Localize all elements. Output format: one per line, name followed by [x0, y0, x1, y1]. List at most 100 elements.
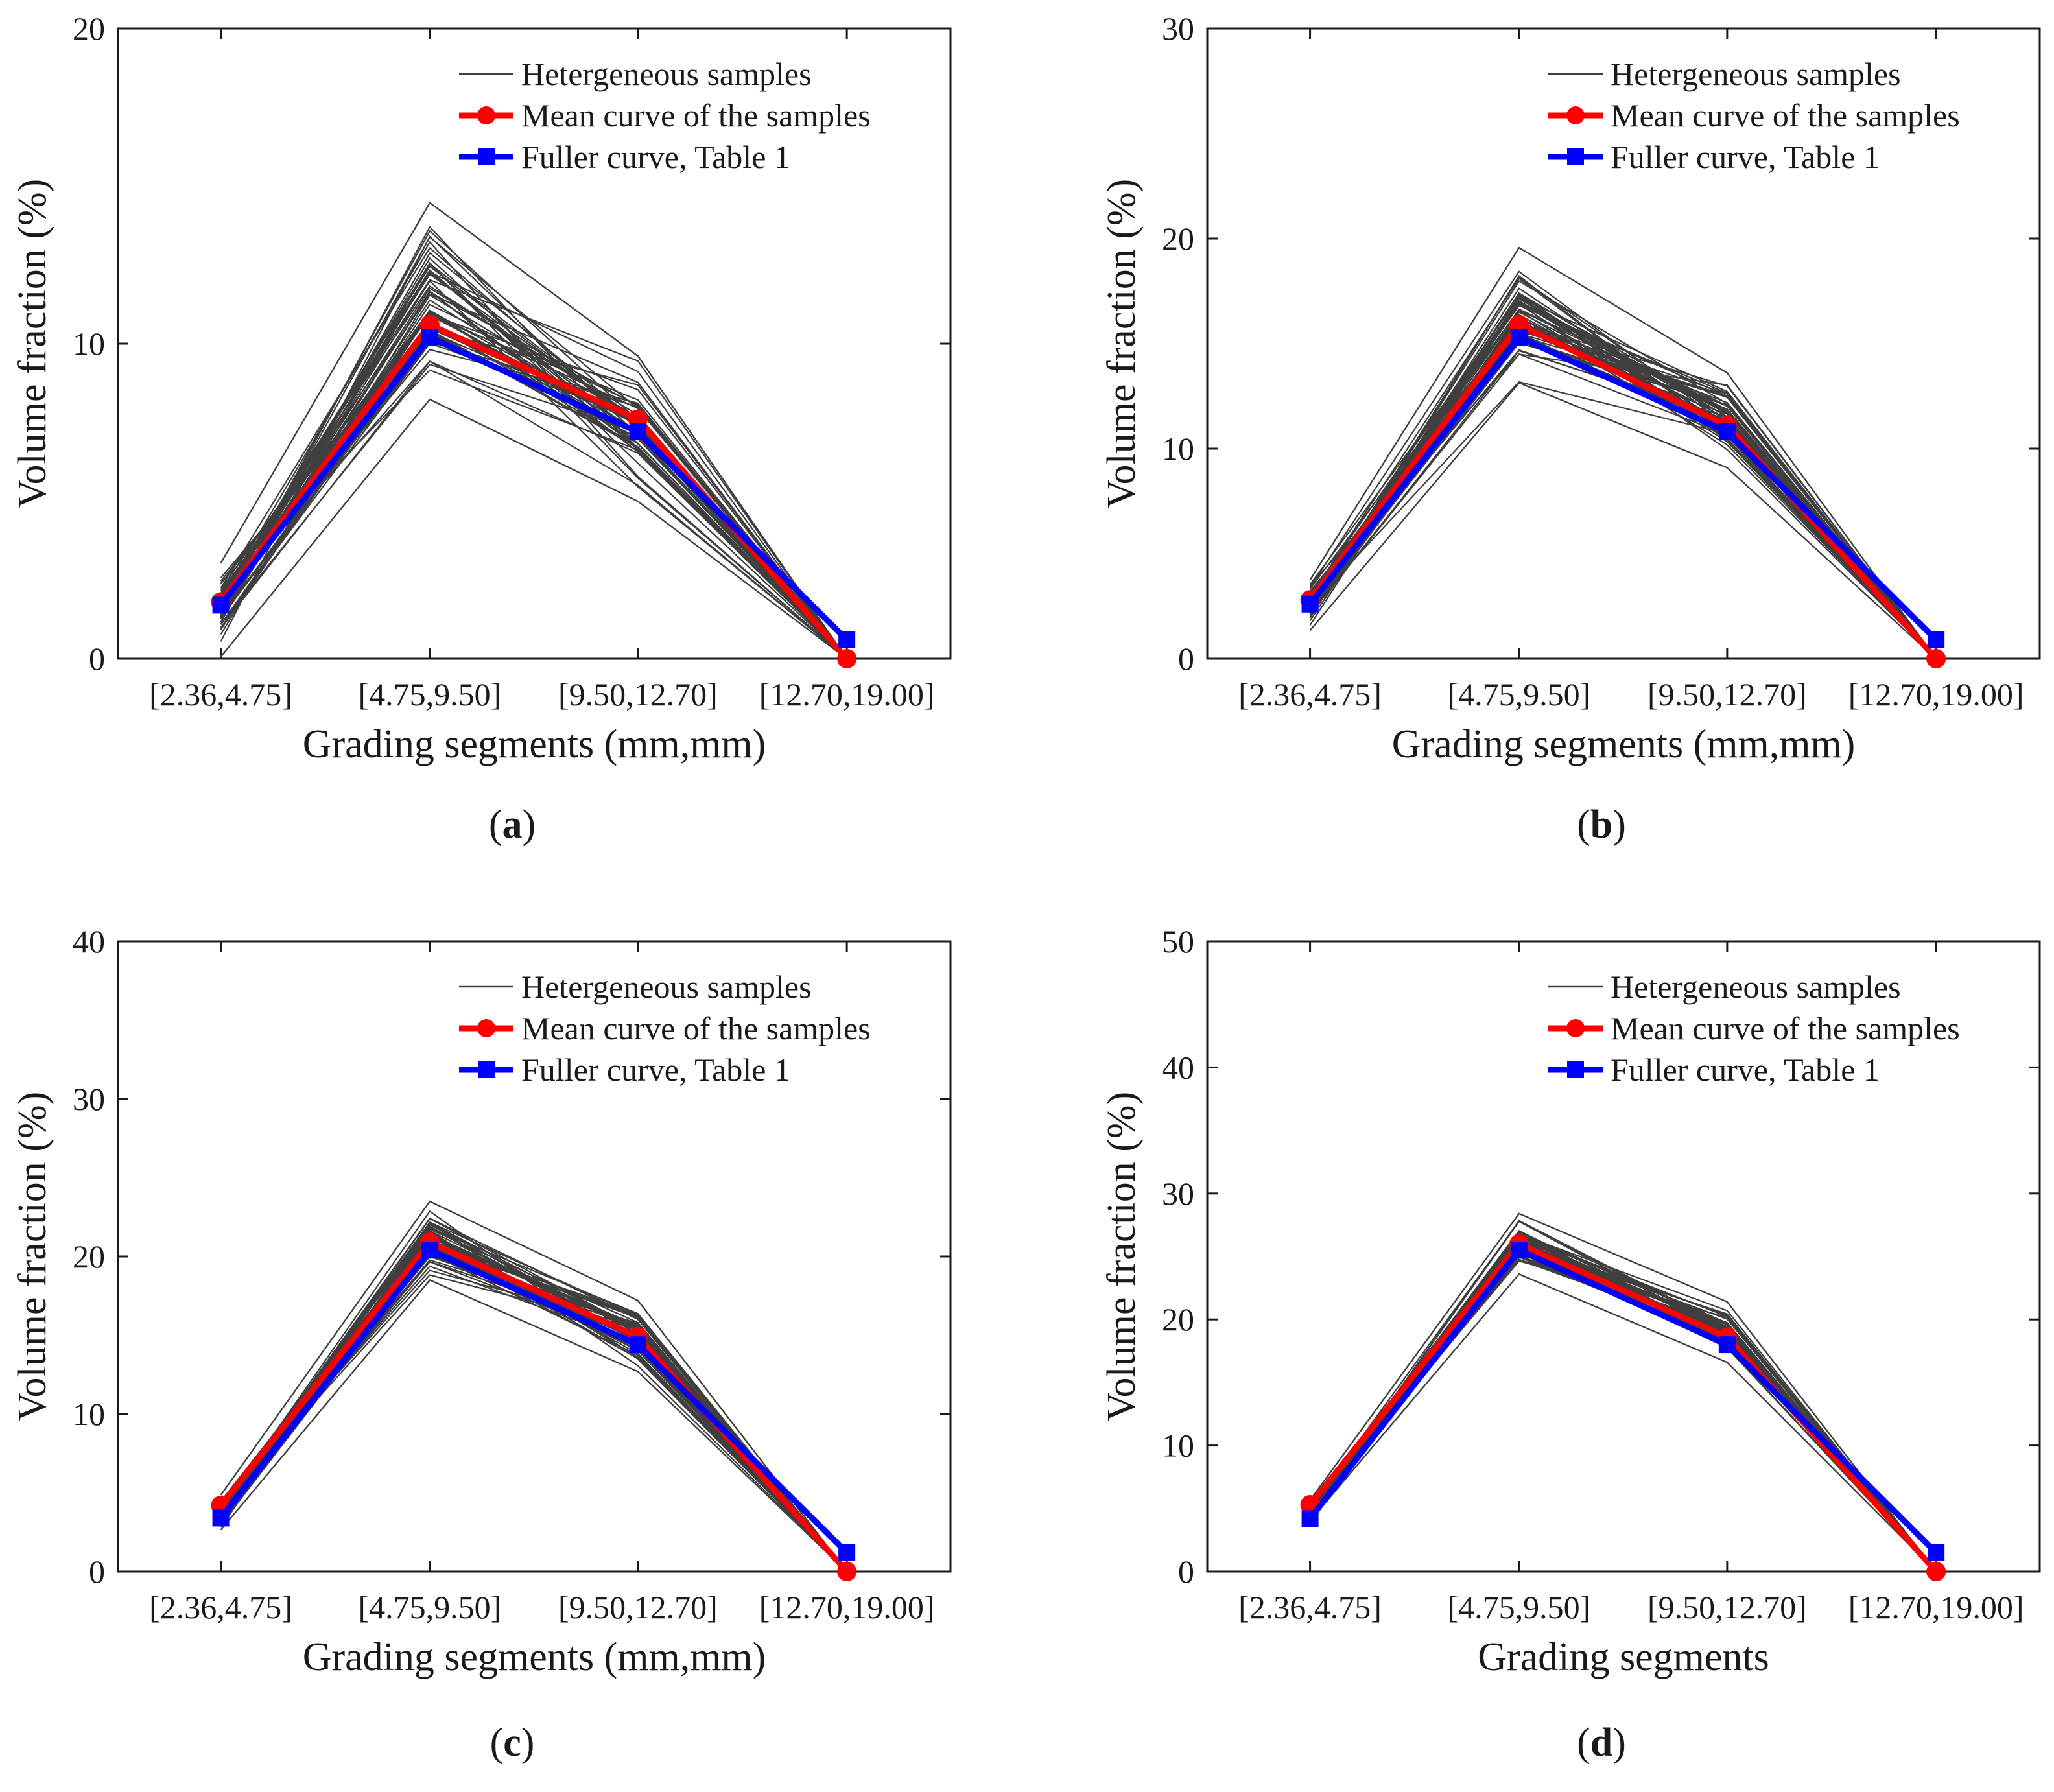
fuller-curve-marker	[212, 1509, 230, 1527]
y-tick-label: 0	[1178, 1553, 1194, 1590]
x-axis-label: Grading segments (mm,mm)	[1392, 722, 1856, 766]
y-tick-label: 30	[1162, 1175, 1194, 1212]
legend-label: Hetergeneous samples	[1611, 56, 1901, 92]
sample-curve	[220, 271, 847, 659]
legend-marker-fuller	[1567, 1061, 1584, 1078]
y-axis-label: Volume fraction (%)	[1100, 1092, 1144, 1421]
legend-marker-mean	[1566, 106, 1585, 124]
y-tick-label: 50	[1162, 923, 1194, 960]
panel-caption: (a)	[489, 803, 536, 847]
sample-curve	[220, 349, 847, 659]
sample-curve	[220, 1265, 847, 1572]
legend-label: Hetergeneous samples	[521, 969, 812, 1005]
y-tick-label: 0	[89, 1553, 105, 1590]
legend-label: Fuller curve, Table 1	[1611, 139, 1880, 175]
x-tick-label: [2.36,4.75]	[149, 676, 292, 713]
fuller-curve-marker	[421, 1242, 438, 1259]
sample-curve	[1309, 296, 1937, 659]
fuller-curve-marker	[629, 1336, 646, 1354]
x-tick-label: [12.70,19.00]	[759, 1589, 935, 1625]
sample-curve	[1309, 382, 1937, 659]
y-axis-label: Volume fraction (%)	[10, 179, 54, 508]
y-tick-label: 30	[73, 1081, 105, 1117]
sample-curve	[1309, 1212, 1937, 1572]
x-tick-label: [4.75,9.50]	[358, 1589, 501, 1625]
fuller-curve-line	[218, 1246, 849, 1555]
legend-marker-mean	[1566, 1019, 1585, 1037]
y-tick-label: 10	[73, 1396, 105, 1432]
sample-curve	[1309, 1253, 1937, 1572]
panel-caption: (c)	[490, 1721, 535, 1765]
sample-curve	[220, 363, 847, 659]
legend: Hetergeneous samples Mean curve of the sa…	[459, 969, 871, 1088]
x-tick-label: [9.50,12.70]	[1647, 1589, 1807, 1625]
legend-label: Fuller curve, Table 1	[521, 139, 790, 175]
x-tick-label: [4.75,9.50]	[1447, 676, 1590, 713]
x-tick-label: [9.50,12.70]	[1647, 676, 1807, 713]
chart-panel-a: 0 10 20 [2.36,4.75] [4.75,9.50] [9.50,12.70] […	[10, 10, 952, 847]
y-tick-label: 40	[73, 923, 105, 960]
mean-curve-line	[1308, 1240, 1939, 1574]
x-axis-label: Grading segments (mm,mm)	[303, 1635, 766, 1679]
fuller-curve-line	[1308, 1246, 1939, 1555]
sample-curve	[220, 1259, 847, 1572]
fuller-curve-marker	[1718, 423, 1736, 441]
y-tick-label: 10	[73, 325, 105, 362]
y-tick-label: 20	[1162, 220, 1194, 257]
sample-curve	[1309, 1273, 1937, 1572]
legend-label: Hetergeneous samples	[521, 56, 812, 92]
sample-curve	[1309, 381, 1937, 659]
sample-curve	[220, 1269, 847, 1572]
fuller-curve-marker	[1928, 1544, 1945, 1561]
x-tick-label: [12.70,19.00]	[1848, 676, 2024, 713]
legend-label: Mean curve of the samples	[521, 97, 871, 134]
sample-curves	[1309, 246, 1937, 659]
fuller-curve-marker	[838, 1544, 856, 1561]
panel-caption-paren: )	[523, 803, 536, 847]
legend-marker-fuller	[478, 1061, 495, 1078]
panel-caption-paren: (	[490, 1721, 504, 1765]
sample-curve	[1309, 1256, 1937, 1572]
chart-panel-b: 0 10 20 30 [2.36,4.75] [4.75,9.50] [9.50,12.70…	[1100, 10, 2041, 847]
sample-curve	[220, 263, 847, 659]
sample-curve	[220, 360, 847, 659]
y-tick-label: 20	[73, 10, 105, 47]
fuller-curve-marker	[1928, 631, 1945, 648]
y-tick-label: 0	[1178, 641, 1194, 677]
panel-caption-paren: (	[489, 803, 502, 847]
sample-curve	[1309, 1260, 1937, 1572]
y-tick-label: 20	[73, 1238, 105, 1275]
sample-curve	[1309, 342, 1937, 659]
fuller-curve-marker	[1718, 1336, 1736, 1354]
sample-curve	[1309, 349, 1937, 659]
sample-curve	[220, 342, 847, 659]
fuller-curve-marker	[1510, 329, 1528, 346]
panel-caption-paren: (	[1577, 1721, 1590, 1765]
x-tick-label: [12.70,19.00]	[1848, 1589, 2024, 1625]
legend: Hetergeneous samples Mean curve of the sa…	[459, 56, 871, 175]
sample-curve	[1309, 382, 1937, 659]
sample-curves	[220, 202, 848, 659]
fuller-curve-marker	[1510, 1242, 1528, 1259]
y-tick-label: 30	[1162, 10, 1194, 47]
x-tick-label: [9.50,12.70]	[558, 1589, 718, 1625]
x-axis-label: Grading segments (mm,mm)	[303, 722, 766, 766]
y-tick-label: 40	[1162, 1049, 1194, 1085]
x-tick-label: [2.36,4.75]	[1238, 1589, 1382, 1625]
chart-panel-d: 0 10 20 30 40 50 [2.36,4.75] [4.75,9.50] [9.50,1…	[1100, 923, 2041, 1765]
mean-curve-line	[218, 1238, 849, 1574]
plot-area-frame	[1206, 27, 2041, 660]
panel-caption-paren: )	[1612, 1721, 1626, 1765]
legend-label: Mean curve of the samples	[1611, 97, 1960, 134]
sample-curve	[220, 202, 848, 659]
panel-caption-letter: d	[1590, 1721, 1612, 1765]
x-axis-label: Grading segments	[1478, 1635, 1769, 1679]
y-tick-label: 0	[89, 641, 105, 677]
legend-label: Mean curve of the samples	[1611, 1010, 1960, 1046]
sample-curve	[1309, 328, 1937, 659]
sample-curve	[220, 1274, 847, 1572]
sample-curve	[1309, 1258, 1937, 1572]
fuller-curve-marker	[212, 596, 230, 614]
legend: Hetergeneous samples Mean curve of the sa…	[1548, 969, 1960, 1088]
